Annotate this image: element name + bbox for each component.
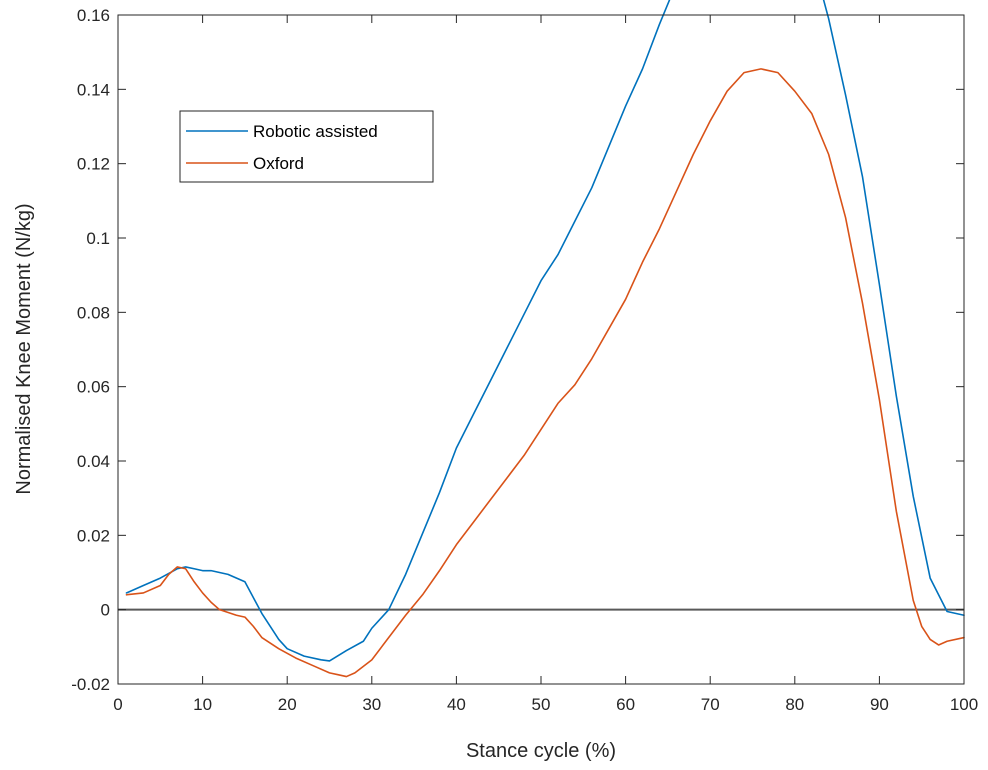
x-tick-label: 90	[870, 695, 889, 714]
y-tick-label: -0.02	[71, 675, 110, 694]
y-tick-label: 0.14	[77, 80, 110, 99]
y-tick-label: 0.08	[77, 303, 110, 322]
x-tick-label: 80	[785, 695, 804, 714]
legend-box	[179, 110, 434, 183]
tick-labels-layer: 0 10 20 30 40 50 60 70 80 90 100-0.0200.020.040.06…	[71, 6, 978, 714]
x-axis-label: Stance cycle (%)	[466, 740, 616, 762]
y-tick-label: 0.04	[77, 452, 110, 471]
x-tick-label: 10	[193, 695, 212, 714]
legend-label-oxford: Oxford	[253, 154, 304, 173]
x-tick-label: 60	[616, 695, 635, 714]
y-tick-label: 0.12	[77, 155, 110, 174]
x-tick-label: 50	[532, 695, 551, 714]
x-tick-label: 70	[701, 695, 720, 714]
series-line-robotic-assisted	[125, 0, 965, 662]
series-line-oxford	[125, 68, 965, 678]
y-tick-label: 0	[101, 601, 110, 620]
y-axis-label: Normalised Knee Moment (N/kg)	[13, 203, 35, 494]
legend: Robotic assisted Oxford	[179, 110, 434, 183]
x-tick-label: 40	[447, 695, 466, 714]
x-tick-label: 30	[362, 695, 381, 714]
y-tick-label: 0.02	[77, 526, 110, 545]
series-layer	[125, 0, 965, 678]
y-tick-label: 0.16	[77, 6, 110, 25]
x-tick-label: 0	[113, 695, 122, 714]
y-tick-label: 0.1	[86, 229, 110, 248]
legend-label-robotic-assisted: Robotic assisted	[253, 122, 378, 141]
x-tick-label: 20	[278, 695, 297, 714]
y-tick-label: 0.06	[77, 378, 110, 397]
x-tick-label: 100	[950, 695, 978, 714]
ticks-layer	[117, 14, 965, 685]
